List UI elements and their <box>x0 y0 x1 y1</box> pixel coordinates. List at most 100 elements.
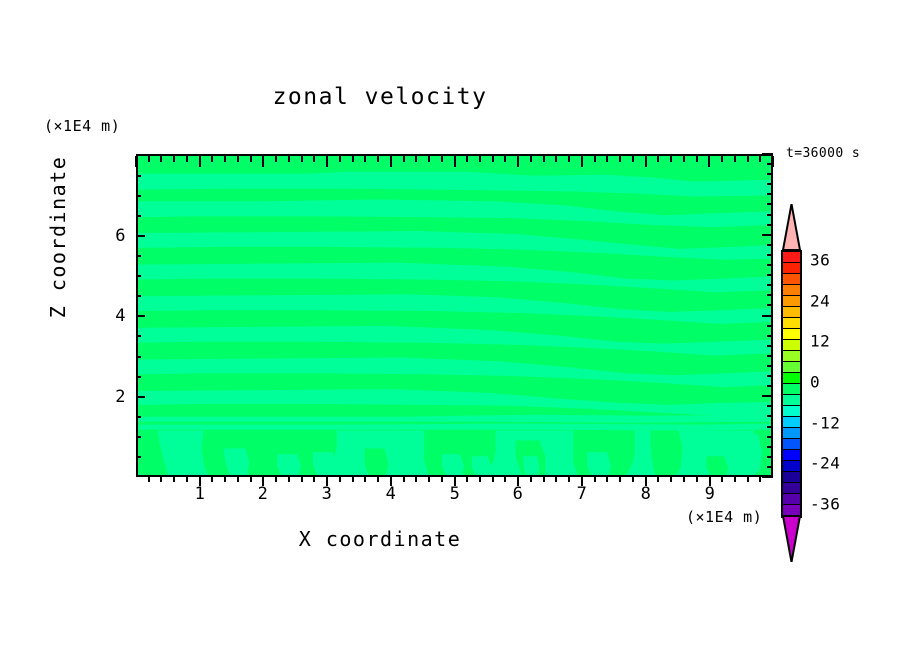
x-tick-top-minor <box>657 156 660 162</box>
x-tick-top-minor <box>593 156 596 162</box>
x-ticklabel: 1 <box>194 484 206 504</box>
x-tick-top-minor <box>415 156 418 162</box>
x-tick-top-major <box>708 156 711 167</box>
x-tick-top-minor <box>733 156 736 162</box>
x-tick-top-minor <box>542 156 545 162</box>
plume-group <box>138 430 771 475</box>
x-tick-minor <box>287 477 290 482</box>
y-tick-right-major <box>762 153 773 155</box>
x-tick-top-minor <box>466 156 469 162</box>
x-ticklabel: 9 <box>704 484 716 504</box>
x-tick-major <box>709 477 711 486</box>
x-tick-minor <box>185 477 188 482</box>
y-tick-minor <box>136 295 141 297</box>
y-tick-right-minor <box>767 445 773 448</box>
colorbar-band <box>781 505 802 517</box>
colorbar-band <box>781 428 802 440</box>
x-tick-minor <box>555 477 558 482</box>
x-tick-top-minor <box>275 156 278 162</box>
y-tick-right-minor <box>767 183 773 186</box>
colorbar-bands[interactable] <box>781 250 802 518</box>
y-tick-right-minor <box>767 324 773 327</box>
x-tick-top-minor <box>211 156 214 162</box>
y-tick-right-minor <box>767 203 773 206</box>
x-tick-top-minor <box>300 156 303 162</box>
x-tick-top-major <box>580 156 583 167</box>
colorbar-band <box>781 362 802 374</box>
x-tick-minor <box>402 477 405 482</box>
x-tick-major <box>390 477 392 486</box>
y-tick-right-major <box>762 314 773 317</box>
x-tick-top-minor <box>224 156 227 162</box>
x-tick-minor <box>478 477 481 482</box>
x-tick-major <box>581 477 583 486</box>
x-tick-minor <box>529 477 532 482</box>
x-tick-top-major <box>453 156 456 167</box>
y-tick-right-minor <box>767 294 773 297</box>
colorbar-band <box>781 472 802 484</box>
x-tick-top-minor <box>695 156 698 162</box>
x-tick-minor <box>746 477 749 482</box>
x-tick-minor <box>236 477 239 482</box>
y-tick-right-minor <box>767 223 773 226</box>
y-tick-right-minor <box>767 344 773 347</box>
x-tick-minor <box>377 477 380 482</box>
x-ticklabel: 8 <box>640 484 652 504</box>
x-tick-top-major <box>135 156 137 167</box>
x-tick-minor <box>542 477 545 482</box>
x-tick-major <box>262 477 264 486</box>
y-tick-minor <box>136 215 141 217</box>
x-tick-top-minor <box>440 156 443 162</box>
y-tick-minor <box>136 275 141 277</box>
x-tick-minor <box>657 477 660 482</box>
x-tick-minor <box>364 477 367 482</box>
colorbar-band <box>781 450 802 462</box>
x-tick-top-minor <box>236 156 239 162</box>
contour-band-group <box>138 171 771 416</box>
y-tick-minor <box>136 456 141 458</box>
x-tick-top-major <box>326 156 329 167</box>
colorbar-ticklabel: 36 <box>810 250 831 270</box>
y-tick-major <box>136 235 145 237</box>
colorbar-band <box>781 395 802 407</box>
y-tick-right-minor <box>767 415 773 418</box>
x-tick-major <box>454 477 456 486</box>
x-tick-minor <box>415 477 418 482</box>
y-tick-right-minor <box>767 435 773 438</box>
y-tick-right-minor <box>767 213 773 216</box>
x-tick-top-minor <box>428 156 431 162</box>
y-tick-major <box>136 396 145 398</box>
x-tick-top-minor <box>160 156 163 162</box>
x-tick-top-major <box>772 156 774 167</box>
x-ticklabel: 7 <box>576 484 588 504</box>
x-tick-minor <box>173 477 176 482</box>
y-tick-right-minor <box>767 334 773 337</box>
x-tick-top-minor <box>682 156 685 162</box>
y-tick-right-major <box>762 233 773 236</box>
x-tick-top-minor <box>568 156 571 162</box>
y-tick-right-minor <box>767 425 773 428</box>
x-tick-minor <box>682 477 685 482</box>
x-axis-title: X coordinate <box>298 527 462 551</box>
x-tick-minor <box>275 477 278 482</box>
colorbar-band <box>781 351 802 363</box>
x-tick-minor <box>440 477 443 482</box>
colorbar-band <box>781 494 802 506</box>
x-tick-top-minor <box>478 156 481 162</box>
x-tick-top-minor <box>185 156 188 162</box>
y-axis-unit-label: (×1E4 m) <box>44 117 121 135</box>
x-tick-minor <box>300 477 303 482</box>
y-tick-right-minor <box>767 163 773 166</box>
x-tick-minor <box>249 477 252 482</box>
y-tick-right-major <box>762 395 773 398</box>
x-axis-unit-label: (×1E4 m) <box>686 508 763 526</box>
colorbar-band <box>781 296 802 308</box>
x-tick-minor <box>568 477 571 482</box>
colorbar-band <box>781 329 802 341</box>
y-ticklabel: 2 <box>115 387 126 407</box>
x-tick-minor <box>695 477 698 482</box>
x-tick-minor <box>338 477 341 482</box>
x-tick-minor <box>428 477 431 482</box>
x-tick-top-major <box>644 156 647 167</box>
y-tick-minor <box>136 376 141 378</box>
